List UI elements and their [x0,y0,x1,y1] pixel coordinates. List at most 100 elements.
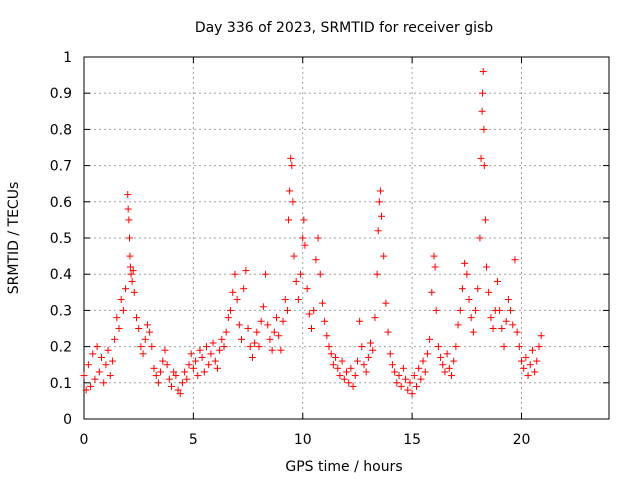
data-point [159,357,167,365]
data-point [408,390,416,398]
data-point [450,357,458,365]
data-point [454,321,462,329]
data-point [194,372,202,380]
data-point [196,346,204,354]
data-point [192,357,200,365]
data-point [431,263,439,271]
data-point [213,364,221,372]
data-point [458,285,466,293]
data-point [316,270,324,278]
data-point [98,353,105,361]
data-point [248,353,256,361]
data-point [277,346,285,354]
data-point [126,263,134,271]
data-point [264,321,272,329]
data-point [115,325,123,332]
data-point [244,325,252,332]
data-point [524,372,532,380]
data-point [106,372,114,380]
data-point [445,364,453,372]
data-point [288,162,296,170]
data-point [289,198,297,206]
data-point [423,350,431,358]
data-point [518,357,525,365]
data-point [426,335,434,343]
x-tick-label: 10 [294,432,312,448]
data-point [139,350,147,358]
data-point [338,357,346,365]
data-point [537,332,545,340]
data-point [148,343,156,351]
data-point [187,350,195,358]
y-axis-label: SRMTID / TECUs [6,182,22,295]
data-point [279,317,287,325]
data-point [399,364,407,372]
data-point [125,216,133,224]
data-point [480,162,488,170]
data-point [183,375,191,383]
data-point [133,314,140,322]
data-point [224,314,232,322]
data-point [176,390,184,398]
data-point [117,296,125,304]
data-point [113,314,121,322]
data-point [474,285,482,293]
data-point [489,325,497,332]
data-point [165,375,173,383]
axis-ticks: 00.10.20.30.40.50.60.70.80.910 5 10 15 20 [50,50,609,448]
data-point [273,314,280,322]
data-point [391,368,399,376]
data-point [502,317,510,325]
data-point [526,361,534,369]
data-point [178,379,186,387]
data-point [100,379,108,387]
data-point [375,198,383,206]
data-point [185,361,193,369]
x-tick-label: 15 [403,432,421,448]
data-point [522,353,530,361]
data-point [209,339,217,347]
data-point [487,314,495,322]
data-point [287,154,295,162]
y-tick-label: 0.7 [50,159,72,175]
data-point [253,328,261,336]
data-point [417,375,425,383]
data-point [351,372,359,380]
data-point [137,343,145,351]
data-point [478,107,486,115]
data-point [441,368,449,376]
data-point [174,386,182,394]
data-point [535,343,543,351]
data-point [496,306,504,314]
data-point [480,125,488,133]
data-point [157,368,165,376]
data-point [360,361,368,369]
data-point [382,299,390,307]
data-point [353,357,361,365]
data-point [378,212,385,220]
data-point [235,321,243,329]
data-point [513,328,521,336]
data-point [485,288,493,296]
data-point [297,270,305,278]
data-point [270,328,278,336]
data-point [477,154,485,162]
data-point [380,252,388,260]
y-tick-label: 0 [63,412,72,428]
data-point [364,353,372,361]
data-point [82,386,90,394]
data-point [231,270,239,278]
data-point [432,306,440,314]
data-point [318,299,326,307]
data-point [238,335,245,343]
data-point [89,350,97,358]
data-point [126,252,134,260]
data-point [227,306,235,314]
x-tick-label: 20 [513,432,531,448]
data-point [332,353,340,361]
data-point [168,382,175,390]
y-tick-label: 0.1 [50,376,72,392]
data-point [246,343,254,351]
data-point [130,288,138,296]
data-point [356,317,364,325]
